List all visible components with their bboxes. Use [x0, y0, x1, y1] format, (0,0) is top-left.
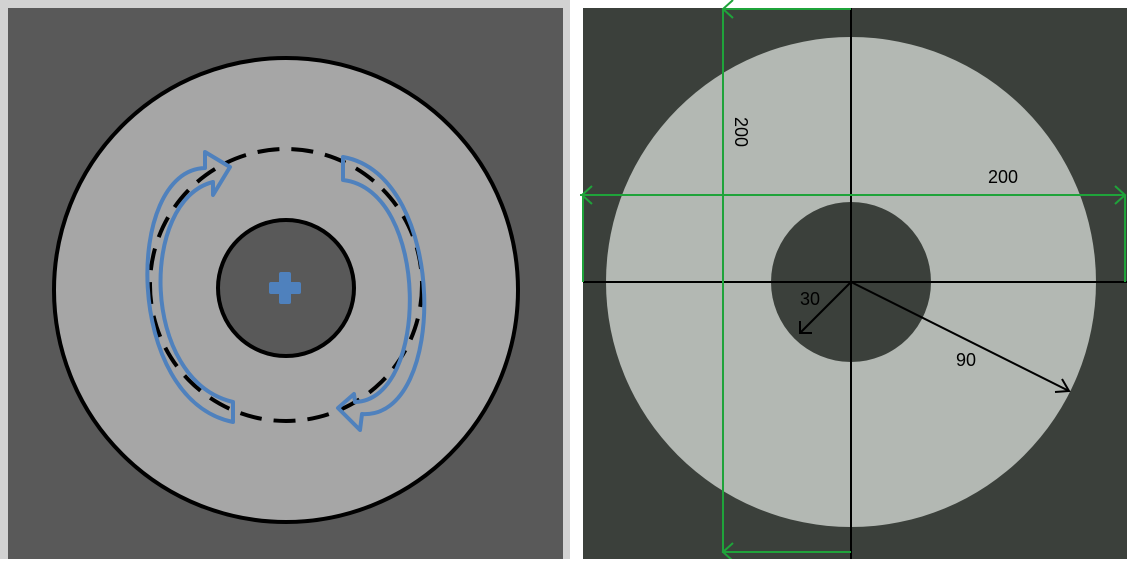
- inner-radius-label: 30: [800, 289, 820, 309]
- horizontal-dimension-label: 200: [988, 167, 1018, 187]
- right-dimension-panel: 200 200 30 90: [574, 0, 1127, 559]
- left-schematic-svg: [0, 0, 570, 559]
- outer-radius-label: 90: [956, 350, 976, 370]
- left-schematic-panel: [0, 0, 570, 559]
- vertical-dimension-label: 200: [731, 117, 751, 147]
- right-dimension-svg: 200 200 30 90: [574, 0, 1127, 559]
